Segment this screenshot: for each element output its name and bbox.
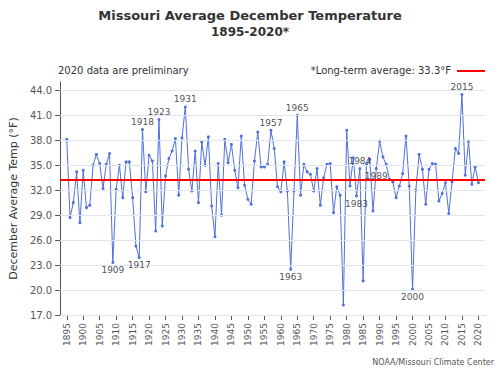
svg-text:Missouri Average December Temp: Missouri Average December Temperature <box>98 8 402 23</box>
svg-text:1931: 1931 <box>174 94 197 104</box>
svg-text:1985: 1985 <box>358 323 368 346</box>
svg-text:1945: 1945 <box>226 323 236 346</box>
svg-text:2005: 2005 <box>424 323 434 346</box>
svg-text:December Average Temp (°F): December Average Temp (°F) <box>7 117 20 279</box>
svg-text:1910: 1910 <box>111 323 121 346</box>
svg-text:1955: 1955 <box>259 323 269 346</box>
svg-text:1984: 1984 <box>348 156 371 166</box>
svg-text:29.0: 29.0 <box>30 210 52 221</box>
svg-text:1909: 1909 <box>101 265 124 275</box>
svg-text:35.0: 35.0 <box>30 160 52 171</box>
svg-text:20.0: 20.0 <box>30 285 52 296</box>
svg-text:1905: 1905 <box>95 323 105 346</box>
svg-text:1995: 1995 <box>391 323 401 346</box>
svg-text:1935: 1935 <box>193 323 203 346</box>
svg-text:2000: 2000 <box>401 292 424 302</box>
svg-text:2000: 2000 <box>408 323 418 346</box>
svg-text:1957: 1957 <box>259 118 282 128</box>
svg-text:1915: 1915 <box>128 323 138 346</box>
svg-text:32.0: 32.0 <box>30 185 52 196</box>
svg-text:1918: 1918 <box>131 117 154 127</box>
svg-text:2015: 2015 <box>450 82 473 92</box>
svg-text:2020 data are preliminary: 2020 data are preliminary <box>58 65 189 76</box>
svg-text:1930: 1930 <box>177 323 187 346</box>
svg-text:1950: 1950 <box>243 323 253 346</box>
svg-text:1989: 1989 <box>365 171 388 181</box>
svg-text:1895-2020*: 1895-2020* <box>211 25 290 39</box>
svg-text:26.0: 26.0 <box>30 235 52 246</box>
svg-text:1983: 1983 <box>345 199 368 209</box>
svg-text:2015: 2015 <box>457 323 467 346</box>
svg-text:23.0: 23.0 <box>30 260 52 271</box>
svg-text:1965: 1965 <box>292 323 302 346</box>
svg-text:*Long-term average: 33.3°F: *Long-term average: 33.3°F <box>311 65 451 76</box>
svg-text:2010: 2010 <box>440 323 450 346</box>
svg-text:2020: 2020 <box>473 323 483 346</box>
svg-text:1920: 1920 <box>144 323 154 346</box>
svg-text:17.0: 17.0 <box>30 310 52 321</box>
svg-text:38.0: 38.0 <box>30 135 52 146</box>
svg-text:1925: 1925 <box>161 323 171 346</box>
svg-text:41.0: 41.0 <box>30 110 52 121</box>
svg-text:1963: 1963 <box>279 272 302 282</box>
svg-text:1900: 1900 <box>78 323 88 346</box>
svg-text:NOAA/Missouri Climate Center: NOAA/Missouri Climate Center <box>372 358 494 367</box>
svg-text:1895: 1895 <box>62 323 72 346</box>
svg-text:1960: 1960 <box>276 323 286 346</box>
svg-text:1975: 1975 <box>325 323 335 346</box>
svg-text:1940: 1940 <box>210 323 220 346</box>
svg-text:1980: 1980 <box>342 323 352 346</box>
svg-text:1970: 1970 <box>309 323 319 346</box>
svg-text:1965: 1965 <box>286 103 309 113</box>
svg-text:1990: 1990 <box>375 323 385 346</box>
svg-text:44.0: 44.0 <box>30 85 52 96</box>
svg-text:1917: 1917 <box>128 260 151 270</box>
svg-text:1923: 1923 <box>148 107 171 117</box>
